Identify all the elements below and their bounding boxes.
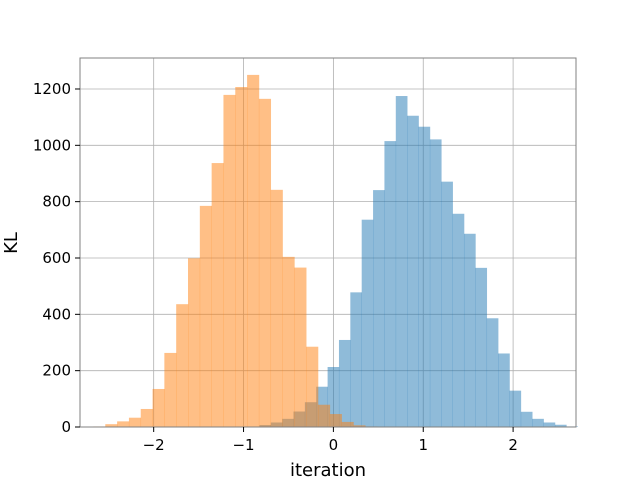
histogram-bar bbox=[554, 424, 567, 427]
x-tick-label: 2 bbox=[508, 436, 518, 454]
histogram-bar bbox=[361, 219, 374, 427]
histogram-bar bbox=[294, 267, 307, 427]
histogram-bar bbox=[475, 267, 488, 427]
histogram-bar bbox=[152, 388, 165, 427]
x-tick-label: −2 bbox=[143, 436, 165, 454]
histogram-bar bbox=[520, 411, 533, 427]
histogram-bar bbox=[247, 74, 260, 428]
x-tick-label: −1 bbox=[232, 436, 254, 454]
histogram-bar bbox=[338, 339, 351, 427]
histogram-bar bbox=[211, 163, 224, 427]
histogram-bar bbox=[176, 304, 189, 427]
histogram-bar bbox=[498, 353, 510, 427]
y-tick-label: 400 bbox=[42, 305, 71, 323]
histogram-bar bbox=[327, 367, 340, 427]
histogram-bar bbox=[407, 115, 419, 428]
histogram-bar bbox=[223, 94, 236, 428]
histogram-bar bbox=[188, 258, 201, 427]
plot-frame bbox=[79, 57, 577, 428]
histogram-bar bbox=[270, 189, 283, 427]
histogram-bar bbox=[341, 421, 354, 427]
histogram-bar bbox=[105, 424, 118, 427]
histogram-bar bbox=[117, 421, 130, 427]
x-tick-label: 1 bbox=[418, 436, 428, 454]
x-axis-label: iteration bbox=[290, 460, 366, 480]
histogram-bar bbox=[532, 418, 544, 427]
histogram-bars bbox=[93, 74, 578, 428]
y-tick-label: 1000 bbox=[33, 136, 71, 154]
histogram-bar bbox=[282, 256, 295, 427]
x-axis: −2 −1 0 1 2 bbox=[143, 427, 518, 454]
y-tick-label: 1200 bbox=[33, 80, 71, 98]
y-tick-label: 600 bbox=[42, 249, 71, 267]
histogram-bar bbox=[235, 87, 248, 428]
histogram-bar bbox=[128, 417, 142, 427]
histogram-bar bbox=[317, 404, 331, 427]
y-tick-label: 800 bbox=[42, 193, 71, 211]
histogram-bar bbox=[329, 414, 342, 427]
histogram-bar bbox=[258, 98, 272, 428]
y-axis: 0 200 400 600 800 1000 1200 bbox=[33, 80, 80, 436]
histogram-bar bbox=[384, 141, 397, 428]
histogram-bar bbox=[509, 390, 522, 427]
y-tick-label: 0 bbox=[61, 418, 71, 436]
histogram-bar bbox=[429, 139, 442, 428]
histogram-bar bbox=[418, 126, 431, 428]
histogram-bar bbox=[306, 346, 319, 427]
histogram-bar bbox=[441, 181, 453, 427]
histogram-bar bbox=[395, 96, 408, 427]
histogram-bar bbox=[199, 205, 212, 427]
histogram-bar bbox=[486, 318, 499, 427]
histogram-bar bbox=[353, 425, 366, 427]
histogram-bar bbox=[164, 352, 177, 427]
x-tick-label: 0 bbox=[329, 436, 339, 454]
histogram-bar bbox=[373, 190, 385, 427]
histogram-bar bbox=[452, 213, 465, 427]
histogram-bar bbox=[463, 233, 476, 427]
histogram-bar bbox=[543, 422, 556, 427]
y-tick-label: 200 bbox=[42, 362, 71, 380]
histogram-bar bbox=[140, 408, 153, 427]
histogram-bar bbox=[350, 292, 362, 427]
y-axis-label: KL bbox=[1, 232, 22, 254]
